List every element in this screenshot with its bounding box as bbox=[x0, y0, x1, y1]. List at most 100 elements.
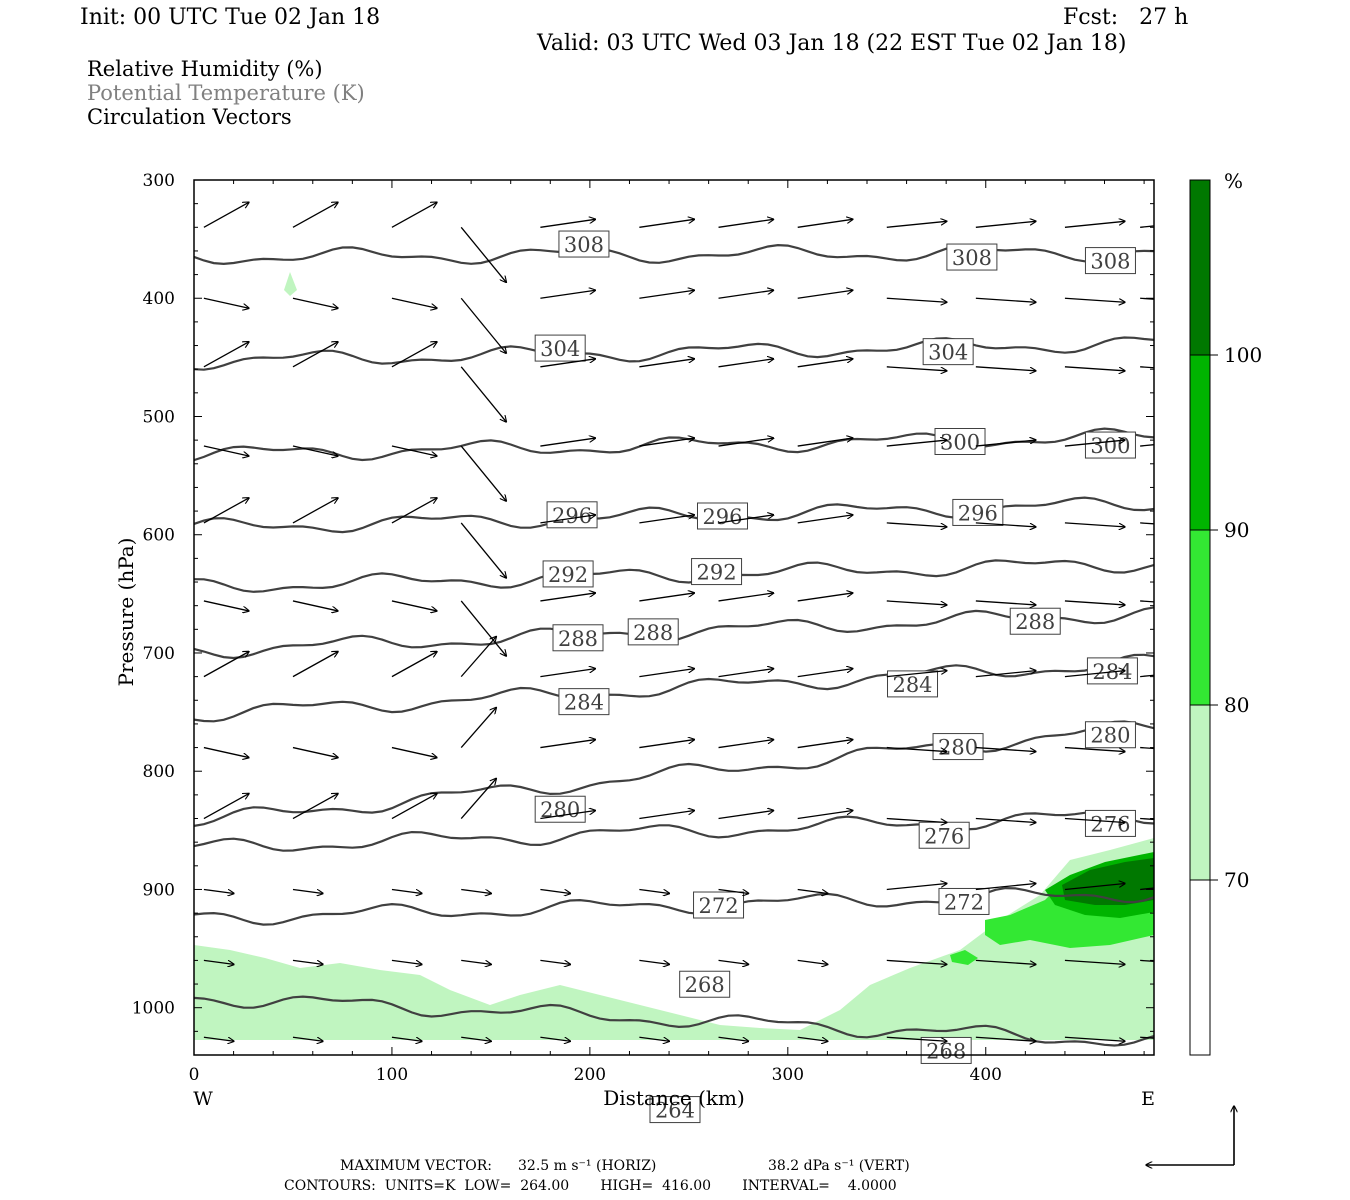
colorbar-label-90: 90 bbox=[1224, 518, 1249, 542]
contour-label: 280 bbox=[1090, 724, 1130, 748]
circulation-vector bbox=[460, 637, 496, 678]
circulation-vector bbox=[391, 445, 437, 456]
contour-label: 280 bbox=[540, 798, 580, 822]
circulation-vector bbox=[1064, 522, 1125, 527]
circulation-vector bbox=[639, 669, 694, 678]
direction-east: E bbox=[1141, 1088, 1155, 1110]
contour-label: 296 bbox=[702, 505, 742, 529]
circulation-vector bbox=[1064, 1036, 1125, 1041]
contour-label-box bbox=[938, 887, 990, 915]
circulation-vector bbox=[1064, 959, 1125, 964]
circulation-vector bbox=[886, 297, 947, 302]
contour-label: 268 bbox=[685, 973, 725, 997]
circulation-vector bbox=[540, 359, 595, 368]
contour-label: 288 bbox=[633, 621, 673, 645]
circulation-vector bbox=[886, 600, 947, 605]
theta-contour-272 bbox=[194, 886, 1154, 926]
circulation-vector bbox=[1140, 959, 1154, 962]
circulation-vector bbox=[639, 888, 669, 893]
circulation-vector bbox=[639, 811, 694, 820]
circulation-vector bbox=[460, 779, 496, 819]
circulation-vector bbox=[718, 888, 749, 893]
circulation-vector bbox=[718, 811, 774, 820]
contour-label: 304 bbox=[540, 337, 580, 361]
circulation-vector bbox=[540, 219, 595, 228]
circulation-vector bbox=[1140, 887, 1154, 891]
contour-label-box bbox=[691, 558, 743, 586]
circulation-vector bbox=[203, 746, 249, 758]
theta-contour-276 bbox=[194, 810, 1154, 852]
circulation-vector bbox=[1140, 522, 1154, 525]
circulation-vector bbox=[718, 290, 774, 299]
contour-label: 264 bbox=[655, 1099, 695, 1123]
colorbar-label-80: 80 bbox=[1224, 693, 1249, 717]
y-tick-label: 1000 bbox=[132, 999, 175, 1019]
circulation-vector bbox=[540, 669, 595, 678]
circulation-vector bbox=[460, 445, 506, 501]
init-time: Init: 00 UTC Tue 02 Jan 18 bbox=[80, 5, 381, 30]
contour-label-box bbox=[542, 560, 594, 588]
circulation-vector bbox=[540, 290, 595, 299]
circulation-vector bbox=[460, 226, 506, 282]
circulation-vector bbox=[460, 522, 506, 578]
circulation-vector bbox=[975, 883, 1036, 891]
circulation-vector bbox=[203, 297, 249, 308]
circulation-vector bbox=[1064, 671, 1125, 678]
circulation-vector bbox=[797, 740, 853, 749]
direction-west: W bbox=[193, 1088, 213, 1110]
contour-label: 288 bbox=[1015, 610, 1055, 634]
circulation-vector bbox=[1064, 366, 1125, 371]
circulation-vector bbox=[886, 817, 947, 823]
y-tick-label: 800 bbox=[143, 762, 175, 782]
contour-label: 300 bbox=[940, 431, 980, 455]
theta-contour-280 bbox=[194, 720, 1154, 827]
circulation-vector bbox=[1140, 674, 1154, 678]
circulation-vector bbox=[1140, 600, 1154, 603]
colorbar-band-90 bbox=[1189, 354, 1211, 531]
theta-contour-300 bbox=[194, 427, 1154, 462]
circulation-vector bbox=[718, 515, 774, 524]
circulation-vector bbox=[886, 959, 947, 964]
colorbar-band-80 bbox=[1189, 529, 1211, 706]
valid-time: Valid: 03 UTC Wed 03 Jan 18 (22 EST Tue … bbox=[537, 31, 1127, 56]
circulation-vector bbox=[975, 440, 1036, 447]
circulation-vector bbox=[975, 746, 1036, 752]
contour-label: 300 bbox=[1090, 434, 1130, 458]
colorbar-band-none bbox=[1189, 879, 1211, 1056]
circulation-vector bbox=[292, 498, 338, 524]
contour-label: 272 bbox=[944, 890, 984, 914]
theta-contour-304 bbox=[194, 336, 1154, 371]
circulation-vector bbox=[797, 593, 853, 602]
circulation-vector bbox=[639, 740, 694, 749]
circulation-vector bbox=[797, 959, 828, 964]
circulation-vector bbox=[639, 593, 694, 602]
circulation-vector bbox=[886, 671, 947, 678]
circulation-vector bbox=[718, 593, 774, 602]
reference-vector bbox=[1146, 1106, 1234, 1165]
contour-label: 292 bbox=[697, 561, 737, 585]
circulation-vector bbox=[797, 219, 853, 228]
x-tick-label: 300 bbox=[772, 1065, 804, 1085]
contour-label-box bbox=[1084, 721, 1136, 749]
contour-label: 308 bbox=[952, 246, 992, 270]
circulation-vector bbox=[797, 359, 853, 368]
x-tick-label: 0 bbox=[189, 1065, 200, 1085]
contour-label: 284 bbox=[564, 691, 604, 715]
circulation-vector bbox=[886, 883, 947, 891]
contour-label: 280 bbox=[938, 736, 978, 760]
rh-100-region bbox=[1062, 858, 1154, 905]
colorbar-label-100: 100 bbox=[1224, 343, 1262, 367]
circulation-vector bbox=[639, 515, 694, 524]
field-theta: Potential Temperature (K) bbox=[87, 81, 365, 105]
field-rh: Relative Humidity (%) bbox=[87, 57, 323, 81]
circulation-vector bbox=[203, 888, 234, 893]
contour-label-box bbox=[679, 970, 731, 998]
contour-label: 308 bbox=[1090, 250, 1130, 274]
circulation-vector bbox=[292, 342, 338, 368]
circulation-vector bbox=[975, 522, 1036, 527]
circulation-vector bbox=[391, 498, 437, 524]
circulation-vector bbox=[886, 522, 947, 527]
contour-label-box bbox=[627, 618, 679, 646]
